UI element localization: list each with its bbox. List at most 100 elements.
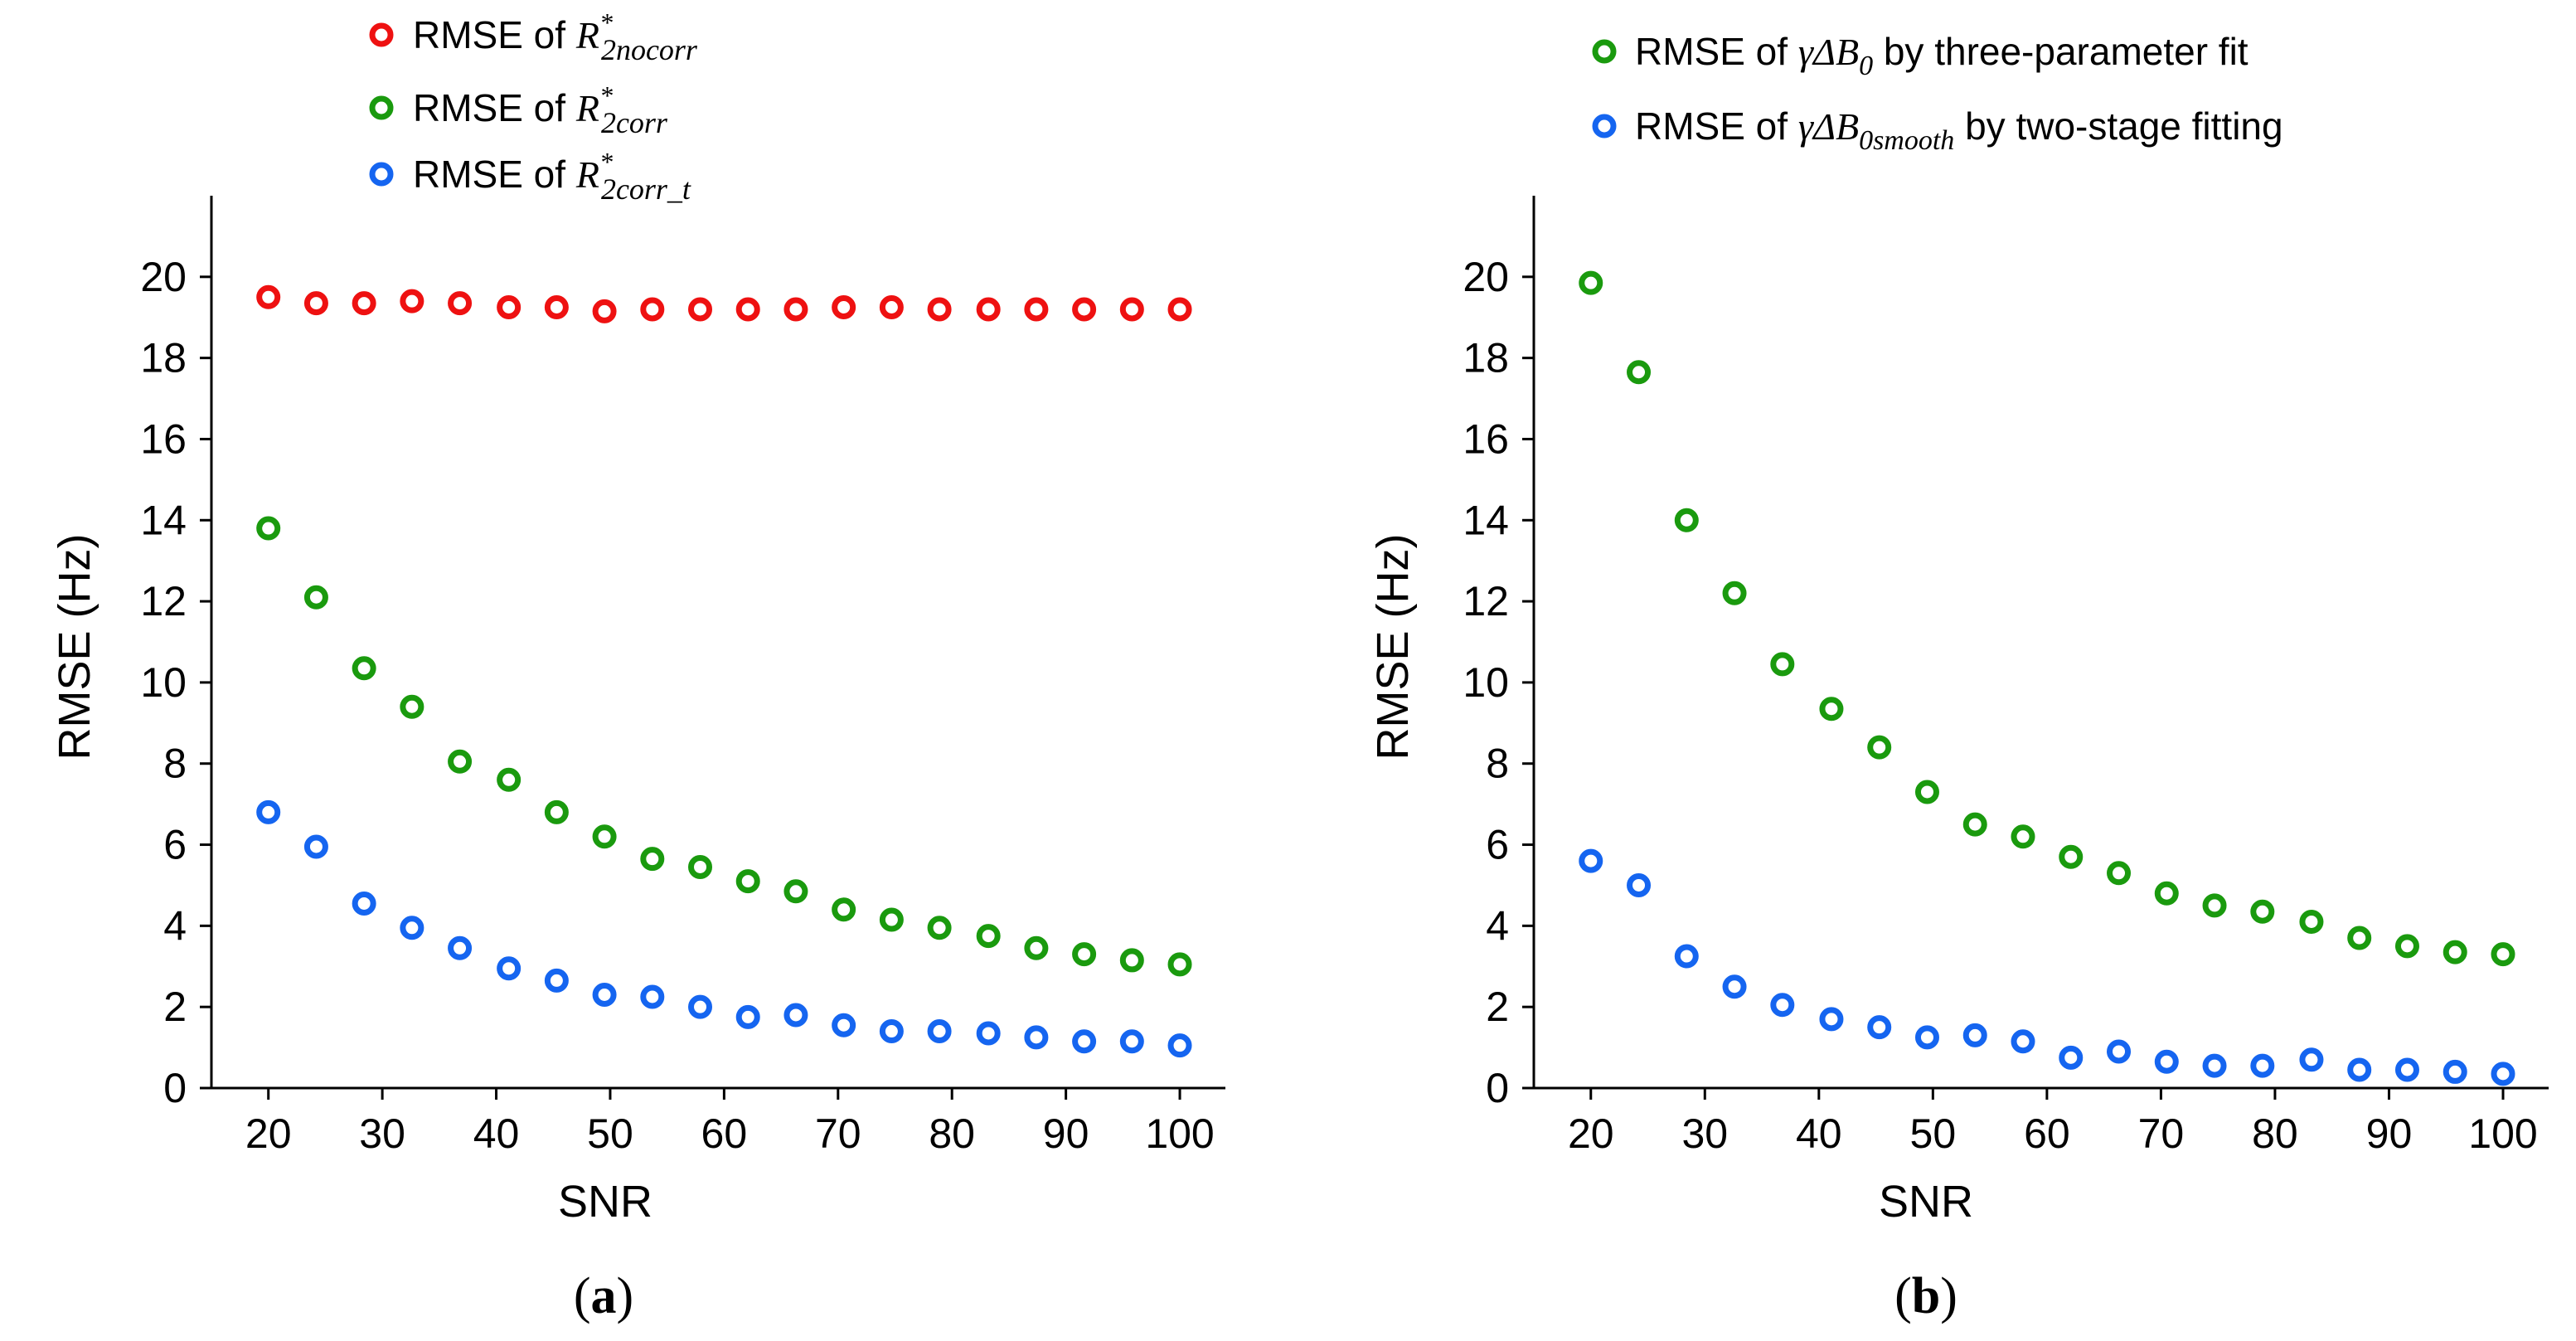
panel-b: 0 2 4 6 8 10 12 14 16 18 20 20 30 40 50 60 70 80 90 100 RMS…: [1368, 30, 2549, 1324]
a-series-3-point: [497, 956, 522, 981]
b-series-2-point: [2299, 1047, 2324, 1072]
b-x-tick-label: 30: [1681, 1110, 1728, 1157]
b-y-tick-label: 10: [1463, 659, 1509, 706]
b-series-2-point: [1674, 944, 1699, 969]
a-x-tick-label: 20: [245, 1110, 292, 1157]
a-series-1-point: [544, 295, 569, 319]
b-y-axis-title: RMSE (Hz): [1368, 534, 1418, 760]
a-series-2-point: [976, 924, 1001, 949]
a-series-2-point: [640, 847, 665, 872]
b-y-tick-label: 20: [1463, 254, 1509, 300]
b-series-1-point: [1722, 581, 1747, 605]
b-series-1-point: [2250, 899, 2275, 924]
a-y-tick-label: 12: [140, 578, 187, 624]
b-y-tick-label: 12: [1463, 578, 1509, 624]
legend-a-sup-3: *: [599, 147, 613, 177]
legend-a-marker-2: [369, 95, 394, 120]
legend-a-marker-1: [369, 22, 394, 47]
legend-a-sub-2: 2corr: [601, 106, 668, 139]
legend-b-item-2: RMSE of γΔB0smooth by two-stage fitting: [1592, 104, 2283, 156]
a-series-3-point: [400, 916, 424, 940]
a-series-2-point: [688, 854, 713, 879]
svg-text:RMSE of R*2nocorr: RMSE of R* 2nocorr: [413, 7, 698, 66]
b-series-1-point: [1914, 780, 1939, 804]
a-y-tick-label: 10: [140, 659, 187, 706]
b-series-2-point: [1722, 974, 1747, 999]
a-series-1-point: [640, 297, 665, 322]
a-x-tick-label: 60: [701, 1110, 748, 1157]
b-series-2-point: [1867, 1015, 1892, 1040]
legend-b-sub-2: 0smooth: [1859, 125, 1954, 156]
b-y-tick-label: 14: [1463, 497, 1509, 543]
plot-a: 0 2 4 6 8 10 12 14 16 18 20 20 30 40 50 60 70 80 90 100: [140, 196, 1225, 1157]
legend-b-suffix-2: by two-stage fitting: [1954, 104, 2283, 148]
b-x-tick-label: 60: [2024, 1110, 2070, 1157]
a-series-2-point: [1167, 952, 1192, 977]
b-series-2-point: [1819, 1007, 1844, 1032]
b-series-1-point: [1627, 360, 1652, 385]
a-series-1-point: [688, 297, 713, 322]
a-series-2-point: [879, 907, 904, 932]
a-series-3-point: [1072, 1029, 1097, 1054]
b-series-2-point: [2347, 1057, 2372, 1082]
a-series-3-point: [832, 1013, 856, 1037]
legend-a-item-2: RMSE of R* 2corr: [369, 80, 668, 139]
a-series-1-point: [1167, 297, 1192, 322]
legend-a-prefix-3: RMSE of: [413, 153, 576, 196]
b-y-tick-label: 8: [1486, 741, 1509, 787]
b-y-tick-label: 16: [1463, 415, 1509, 462]
b-x-tick-label: 40: [1796, 1110, 1842, 1157]
svg-text:RMSE of R*2corr: RMSE of R* 2corr: [413, 80, 668, 139]
a-series-1-point: [256, 284, 281, 309]
a-series-2-point: [352, 656, 376, 681]
legend-b: RMSE of γΔB0 by three-parameter fit RMSE…: [1592, 30, 2283, 156]
b-series-1-point: [2202, 893, 2227, 918]
legend-a-prefix-1: RMSE of: [413, 13, 576, 56]
b-x-tick-label: 20: [1568, 1110, 1614, 1157]
b-series-1-point: [2059, 844, 2084, 869]
legend-b-sub-1: 0: [1859, 51, 1873, 81]
a-y-tick-label: 8: [163, 741, 187, 787]
a-series-3-point: [256, 799, 281, 824]
legend-a-symbol-2: R: [575, 87, 599, 129]
a-series-2-point: [927, 916, 952, 940]
b-series-2-point: [1579, 848, 1603, 873]
b-series-2-point: [2491, 1062, 2515, 1086]
a-series-3-point: [303, 834, 328, 859]
b-series-1-point: [2107, 861, 2132, 886]
b-series-2-point: [2250, 1053, 2275, 1078]
b-series-1-point: [2154, 881, 2179, 906]
a-series-1-point: [927, 297, 952, 322]
panel-a: 0 2 4 6 8 10 12 14 16 18 20 20 30 40 50 60 70 80 90 100 RMS…: [50, 7, 1225, 1324]
b-series-1-point: [1962, 812, 1987, 837]
a-series-2-point: [735, 869, 760, 894]
legend-a-marker-3: [369, 162, 394, 187]
a-y-tick-label: 16: [140, 415, 187, 462]
a-series-1-point: [592, 299, 617, 323]
b-series-2-point: [1914, 1025, 1939, 1050]
b-series-2-point: [2394, 1057, 2419, 1082]
a-series-1-point: [1024, 297, 1049, 322]
a-series-2-point: [1119, 948, 1144, 973]
b-panel-label: (b): [1894, 1268, 1957, 1324]
a-series-1-point: [976, 297, 1001, 322]
a-series-2-point: [832, 897, 856, 922]
a-series-2-point: [256, 516, 281, 541]
a-x-tick-label: 100: [1145, 1110, 1214, 1157]
b-y-tick-label: 2: [1486, 984, 1509, 1030]
a-series-3-point: [879, 1019, 904, 1044]
a-series-2-point: [303, 585, 328, 610]
legend-a-symbol-3: R: [575, 153, 599, 196]
a-series-1-point: [352, 291, 376, 316]
b-series-1-point: [1819, 697, 1844, 722]
svg-text:RMSE of γΔB0 by three-paramete: RMSE of γΔB0 by three-parameter fit: [1635, 30, 2249, 81]
a-x-tick-label: 70: [815, 1110, 861, 1157]
a-y-tick-label: 14: [140, 497, 187, 543]
a-series-1-point: [1119, 297, 1144, 322]
b-series-1-point: [1867, 735, 1892, 760]
b-x-tick-label: 90: [2366, 1110, 2413, 1157]
b-y-tick-label: 4: [1486, 902, 1509, 949]
a-series-3-point: [1024, 1025, 1049, 1050]
legend-b-marker-1: [1592, 39, 1617, 64]
